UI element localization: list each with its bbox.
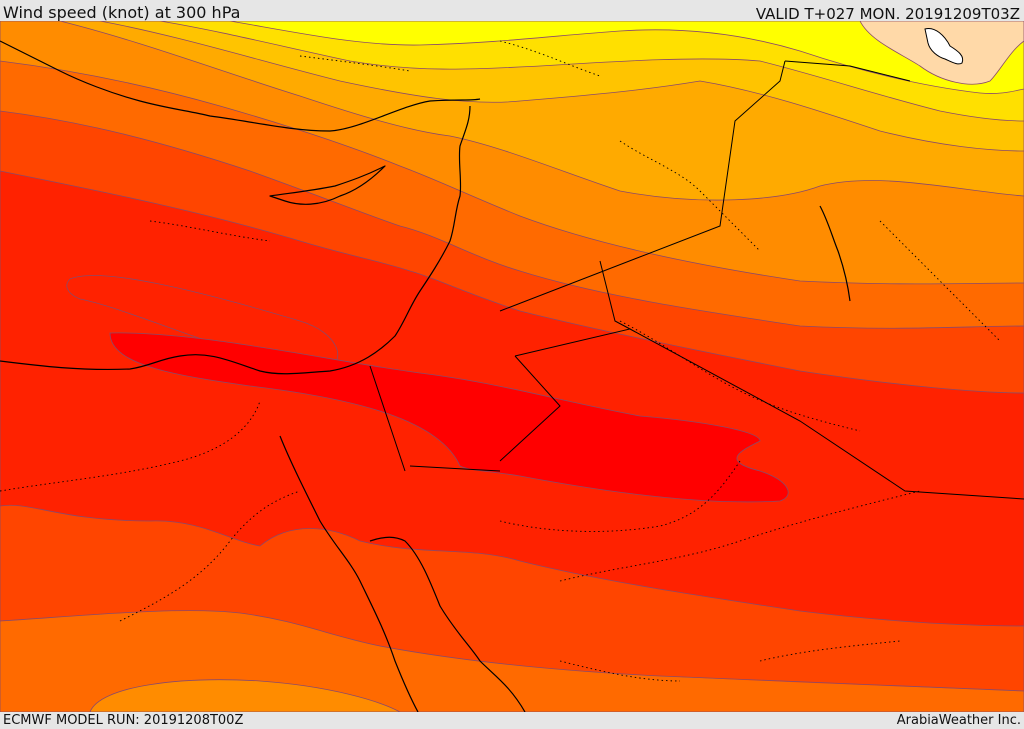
valid-time-label: VALID T+027 MON. 20191209T03Z bbox=[755, 5, 1020, 23]
map-header: Wind speed (knot) at 300 hPa VALID T+027… bbox=[0, 0, 1024, 23]
map-footer: ECMWF MODEL RUN: 20191208T00Z ArabiaWeat… bbox=[0, 712, 1024, 729]
band-6-south bbox=[89, 679, 401, 712]
credit-label: ArabiaWeather Inc. bbox=[896, 713, 1021, 728]
band-2 bbox=[229, 21, 1024, 94]
map-title: Wind speed (knot) at 300 hPa bbox=[3, 3, 241, 22]
model-run-label: ECMWF MODEL RUN: 20191208T00Z bbox=[3, 713, 244, 728]
wind-speed-map bbox=[0, 21, 1024, 712]
country-borders bbox=[0, 40, 1001, 682]
jet-core-south bbox=[109, 332, 789, 503]
political-borders bbox=[369, 60, 1024, 500]
coastlines bbox=[0, 40, 851, 712]
lake bbox=[924, 27, 964, 65]
